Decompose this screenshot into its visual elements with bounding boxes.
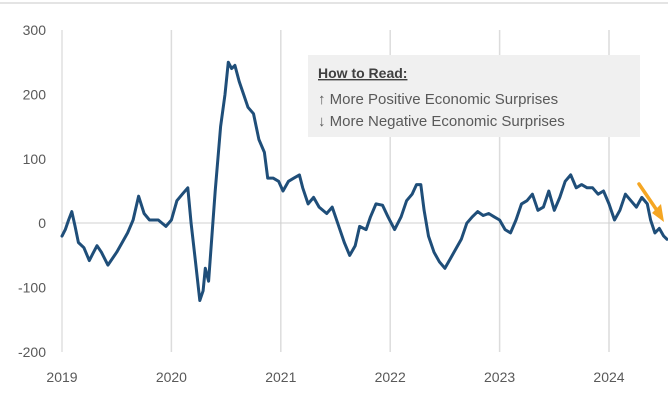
x-tick-labels: 2019 2020 2021 2022 2023 2024 [46, 369, 624, 385]
series-line [60, 60, 668, 302]
x-tick-label: 2020 [156, 369, 187, 385]
how-to-read-legend: How to Read: ↑ More Positive Economic Su… [308, 55, 640, 137]
y-tick-labels: 300 200 100 0 -100 -200 [18, 22, 46, 360]
x-tick-label: 2019 [46, 369, 77, 385]
legend-box [308, 55, 640, 137]
y-tick-label: 300 [23, 22, 47, 38]
x-tick-label: 2022 [375, 369, 406, 385]
series-group [60, 60, 668, 302]
x-tick-label: 2024 [593, 369, 624, 385]
trend-arrow-shaft [637, 182, 658, 211]
x-tick-label: 2021 [265, 369, 296, 385]
y-tick-label: 200 [23, 86, 47, 102]
legend-item-negative: ↓ More Negative Economic Surprises [318, 113, 565, 130]
y-tick-label: -100 [18, 280, 46, 296]
trend-arrow-icon [637, 182, 664, 222]
legend-title: How to Read: [318, 65, 407, 81]
trend-arrow-head [652, 204, 664, 222]
y-tick-label: -200 [18, 344, 46, 360]
y-tick-label: 0 [38, 215, 46, 231]
x-tick-label: 2023 [484, 369, 515, 385]
legend-item-positive: ↑ More Positive Economic Surprises [318, 91, 558, 108]
y-tick-label: 100 [23, 151, 47, 167]
